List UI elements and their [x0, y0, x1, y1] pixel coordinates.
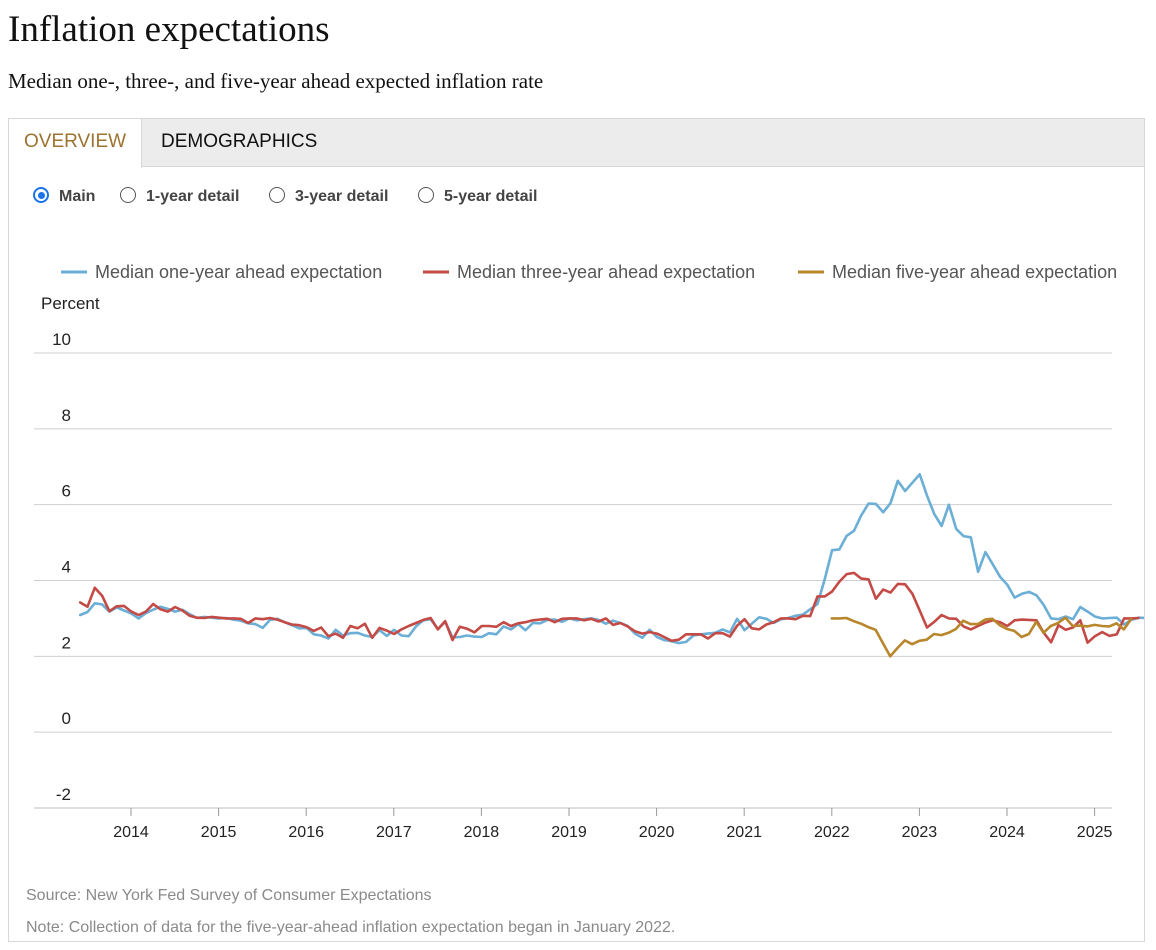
y-axis-label: Percent	[41, 294, 100, 313]
radio-label: 5-year detail	[444, 188, 538, 205]
page-title: Inflation expectations	[8, 9, 330, 50]
x-axis: 2014 2015 2016 2017 2018 2019 2020 2021 2022 2023…	[34, 807, 1113, 841]
radio-indicator	[120, 187, 136, 203]
radio-label: 3-year detail	[295, 188, 389, 205]
x-tick-label: 2020	[639, 824, 675, 841]
y-tick-label: 0	[62, 709, 71, 728]
series-lines	[78, 472, 1144, 658]
series-line-1[interactable]	[78, 472, 1144, 645]
x-tick-label: 2025	[1077, 824, 1113, 841]
radio-label: Main	[59, 188, 96, 205]
x-tick-label: 2019	[551, 824, 587, 841]
x-tick-label: 2023	[902, 824, 938, 841]
radio-indicator	[418, 187, 434, 203]
y-tick-label: -2	[56, 785, 71, 804]
radio-label: 1-year detail	[146, 188, 240, 205]
y-tick-label: 8	[62, 406, 71, 425]
y-tick-label: 6	[62, 482, 71, 501]
radio-indicator	[269, 187, 285, 203]
x-tick-label: 2018	[464, 824, 500, 841]
legend-item[interactable]: Median five-year ahead expectation	[832, 262, 1117, 282]
page-subtitle: Median one-, three-, and five-year ahead…	[8, 69, 544, 93]
legend-item[interactable]: Median one-year ahead expectation	[95, 262, 382, 282]
inflation-line-chart: Median one-year ahead expectation Median …	[34, 262, 1144, 841]
series-line-3[interactable]	[830, 616, 1133, 658]
x-tick-label: 2015	[201, 824, 237, 841]
x-tick-label: 2024	[989, 824, 1025, 841]
chart-panel: OVERVIEW DEMOGRAPHICS Main 1-year detail…	[8, 118, 1145, 942]
x-tick-label: 2017	[376, 824, 412, 841]
x-tick-label: 2021	[726, 824, 762, 841]
y-tick-label: 10	[52, 330, 71, 349]
y-tick-label: 2	[62, 633, 71, 652]
y-axis-ticks: -2 0 2 4 6 8 10	[52, 330, 71, 804]
x-tick-label: 2014	[113, 824, 149, 841]
source-text: Source: New York Fed Survey of Consumer …	[26, 887, 432, 904]
note-text: Note: Collection of data for the five-ye…	[26, 919, 676, 936]
series-line-2[interactable]	[78, 571, 1140, 645]
x-tick-label: 2022	[814, 824, 850, 841]
grid-lines	[34, 352, 1112, 809]
chart-legend: Median one-year ahead expectation Median …	[61, 262, 1117, 282]
radio-indicator	[33, 187, 49, 203]
x-tick-label: 2016	[288, 824, 324, 841]
tab-overview[interactable]: OVERVIEW	[9, 119, 143, 168]
y-tick-label: 4	[62, 558, 71, 577]
legend-item[interactable]: Median three-year ahead expectation	[457, 262, 755, 282]
tab-bar: OVERVIEW DEMOGRAPHICS	[9, 119, 1144, 168]
tab-demographics[interactable]: DEMOGRAPHICS	[161, 131, 318, 152]
